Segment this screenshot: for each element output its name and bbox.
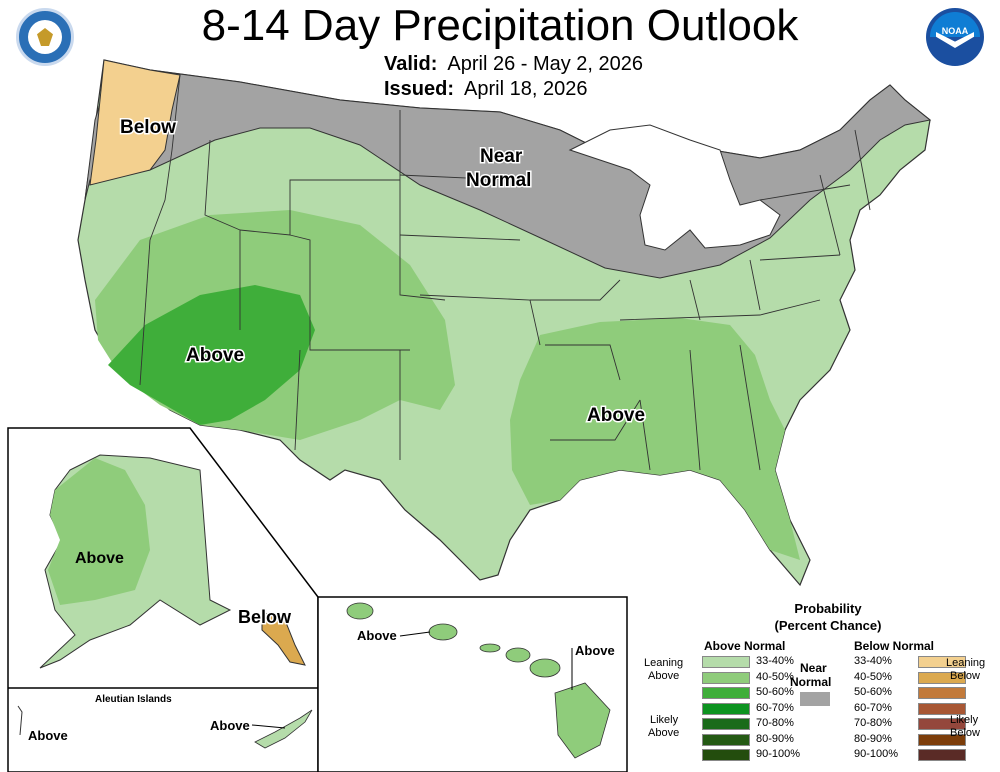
hawaiian-islands: [346, 602, 611, 759]
noaa-logo-icon: NOAA: [926, 8, 984, 66]
below-normal-header: Below Normal: [854, 639, 935, 653]
state-boundaries: [139, 74, 871, 471]
below-normal-northwest: [89, 59, 181, 186]
doc-seal-icon: [16, 8, 74, 66]
below-level-label: 60-70%: [854, 701, 892, 714]
above-level-swatch: [702, 733, 750, 746]
near-normal-label1: Near: [800, 661, 827, 675]
below-level-label: 70-80%: [854, 717, 892, 729]
label-hawaii-right: Above: [575, 643, 615, 658]
label-southwest: Above: [186, 345, 244, 366]
near-normal-label2: Normal: [790, 675, 832, 689]
likely-below-label1: Likely: [950, 714, 979, 726]
leaning-below-label2: Below: [950, 670, 980, 682]
likely-below-label2: Below: [950, 727, 980, 739]
below-level-label: 50-60%: [854, 686, 892, 698]
valid-period: Valid: April 26 - May 2, 2026: [384, 52, 643, 76]
label-near-line1: Near: [480, 146, 523, 167]
legend: Probability (Percent Chance) Above Norma…: [628, 600, 1000, 772]
below-level-label: 80-90%: [854, 732, 892, 745]
near-normal-swatch: [800, 692, 830, 706]
label-aleutians-left: Above: [28, 728, 68, 743]
alaska-panhandle-below: [261, 611, 306, 666]
leaning-above-label1: Leaning: [644, 657, 684, 669]
leaning-above-label2: Above: [648, 670, 680, 682]
label-northwest: Below: [120, 117, 176, 138]
leaning-below-label1: Leaning: [946, 657, 986, 669]
above-50-60-southwest: [108, 285, 315, 425]
aleutian-west: [17, 705, 23, 736]
alaska-above-40-50: [48, 458, 150, 605]
below-level-swatch: [918, 687, 966, 699]
label-alaska-mainland: Above: [75, 550, 124, 567]
valid-label: Valid:: [384, 53, 438, 75]
label-hawaii-left: Above: [357, 628, 397, 643]
below-level-label: 90-100%: [854, 748, 899, 760]
legend-title-line1: Probability: [794, 601, 862, 616]
above-level-label: 90-100%: [756, 748, 801, 760]
great-lakes: [568, 124, 781, 251]
issued-label: Issued:: [384, 78, 455, 100]
above-level-label: 60-70%: [756, 701, 794, 714]
aleutian-chain: [254, 709, 313, 749]
label-southeast: Above: [587, 405, 645, 426]
aleutians-title: Aleutian Islands: [95, 694, 172, 705]
above-level-label: 33-40%: [756, 655, 794, 667]
above-level-swatch: [702, 671, 750, 684]
below-level-swatch: [918, 702, 966, 715]
likely-above-label2: Above: [648, 727, 680, 739]
below-level-swatch: [918, 733, 966, 746]
above-level-swatch: [702, 702, 750, 715]
label-aleutians-right: Above: [210, 718, 250, 733]
above-level-swatch: [702, 687, 750, 699]
legend-title-line2: (Percent Chance): [774, 618, 882, 633]
valid-value: April 26 - May 2, 2026: [447, 53, 644, 75]
likely-above-label1: Likely: [650, 714, 679, 726]
below-level-swatch: [918, 656, 966, 668]
above-level-swatch: [702, 718, 750, 730]
below-level-label: 33-40%: [854, 655, 892, 667]
map-title: 8-14 Day Precipitation Outlook: [201, 1, 799, 50]
above-level-label: 80-90%: [756, 732, 794, 745]
below-level-label: 40-50%: [854, 670, 892, 683]
above-40-50-southeast: [510, 318, 800, 560]
issued-date: Issued: April 18, 2026: [384, 77, 587, 101]
above-normal-header: Above Normal: [704, 639, 786, 653]
issued-value: April 18, 2026: [464, 78, 588, 100]
below-level-swatch: [918, 749, 966, 761]
above-level-label: 70-80%: [756, 717, 794, 729]
above-level-label: 40-50%: [756, 670, 794, 683]
above-level-label: 50-60%: [756, 686, 794, 698]
below-level-swatch: [918, 671, 966, 684]
below-level-swatch: [918, 718, 966, 730]
above-level-swatch: [702, 749, 750, 761]
label-alaska-panhandle: Below: [238, 607, 292, 627]
label-near-line2: Normal: [466, 170, 531, 191]
above-level-swatch: [702, 656, 750, 668]
